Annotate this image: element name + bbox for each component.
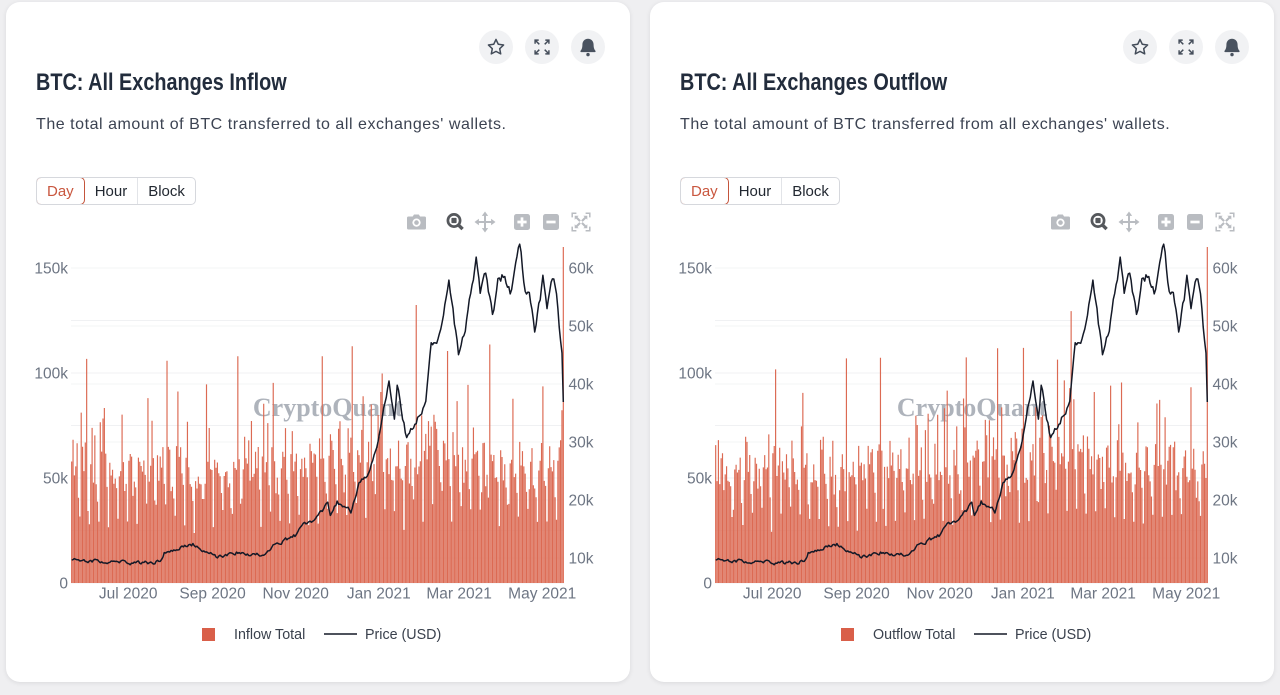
svg-text:150k: 150k <box>34 261 68 278</box>
svg-text:Nov 2020: Nov 2020 <box>907 586 974 603</box>
svg-text:20k: 20k <box>1213 493 1238 510</box>
svg-text:Jan 2021: Jan 2021 <box>991 586 1055 603</box>
svg-text:Jul 2020: Jul 2020 <box>743 586 802 603</box>
svg-text:10k: 10k <box>1213 551 1238 568</box>
svg-text:Price (USD): Price (USD) <box>365 627 441 643</box>
svg-text:50k: 50k <box>569 319 594 336</box>
svg-text:0: 0 <box>703 576 712 593</box>
svg-text:10k: 10k <box>569 551 594 568</box>
svg-text:100k: 100k <box>678 366 712 383</box>
svg-text:20k: 20k <box>569 493 594 510</box>
svg-text:Jul 2020: Jul 2020 <box>99 586 158 603</box>
svg-text:30k: 30k <box>569 435 594 452</box>
svg-text:50k: 50k <box>43 471 68 488</box>
svg-text:Inflow Total: Inflow Total <box>234 627 305 643</box>
svg-text:40k: 40k <box>569 377 594 394</box>
svg-text:Sep 2020: Sep 2020 <box>823 586 890 603</box>
svg-text:Price (USD): Price (USD) <box>1015 627 1091 643</box>
svg-text:30k: 30k <box>1213 435 1238 452</box>
svg-text:60k: 60k <box>1213 261 1238 278</box>
svg-text:May 2021: May 2021 <box>508 586 576 603</box>
svg-text:Nov 2020: Nov 2020 <box>263 586 330 603</box>
svg-text:50k: 50k <box>1213 319 1238 336</box>
svg-text:Jan 2021: Jan 2021 <box>347 586 411 603</box>
svg-text:Mar 2021: Mar 2021 <box>1070 586 1135 603</box>
svg-text:Outflow Total: Outflow Total <box>873 627 955 643</box>
svg-text:May 2021: May 2021 <box>1152 586 1220 603</box>
svg-text:0: 0 <box>59 576 68 593</box>
svg-text:CryptoQuant: CryptoQuant <box>897 393 1048 422</box>
svg-text:40k: 40k <box>1213 377 1238 394</box>
svg-text:60k: 60k <box>569 261 594 278</box>
svg-text:Mar 2021: Mar 2021 <box>426 586 491 603</box>
svg-text:Sep 2020: Sep 2020 <box>179 586 246 603</box>
svg-text:50k: 50k <box>687 471 712 488</box>
svg-text:100k: 100k <box>34 366 68 383</box>
svg-text:150k: 150k <box>678 261 712 278</box>
